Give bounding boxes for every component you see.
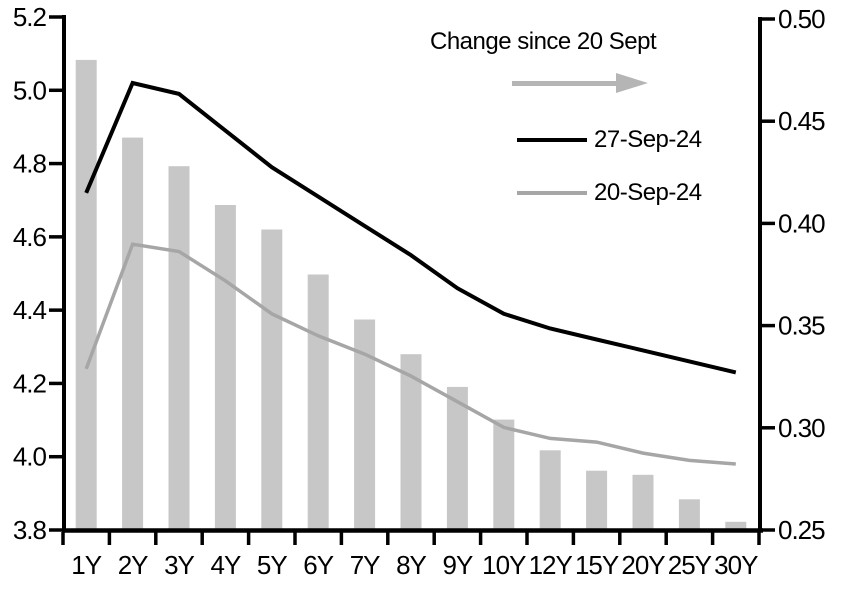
bar-6Y <box>307 274 329 530</box>
bar-30Y <box>725 521 747 530</box>
left-axis-label: 4.4 <box>13 295 47 325</box>
left-axis-label: 5.0 <box>13 75 47 105</box>
x-axis-label-2Y: 2Y <box>118 550 148 580</box>
x-axis-label-10Y: 10Y <box>482 550 526 580</box>
x-axis-label-5Y: 5Y <box>257 550 287 580</box>
right-axis-label: 0.35 <box>778 311 825 341</box>
bar-4Y <box>214 205 236 530</box>
bar-15Y <box>586 470 608 530</box>
left-axis-label: 3.8 <box>13 515 47 545</box>
right-axis-label: 0.45 <box>778 106 825 136</box>
left-axis-label: 5.2 <box>13 2 47 32</box>
x-axis-label-12Y: 12Y <box>529 550 573 580</box>
x-axis-label-6Y: 6Y <box>303 550 333 580</box>
bar-5Y <box>261 229 283 530</box>
left-axis-label: 4.0 <box>13 442 47 472</box>
x-axis-label-8Y: 8Y <box>396 550 426 580</box>
x-axis-label-25Y: 25Y <box>668 550 712 580</box>
right-axis-label: 0.40 <box>778 208 825 238</box>
bar-7Y <box>354 319 376 530</box>
line-20-Sep-24 <box>84 242 736 466</box>
left-axis-label: 4.6 <box>13 222 47 252</box>
right-axis-label: 0.50 <box>778 4 825 34</box>
right-axis-label: 0.30 <box>778 413 825 443</box>
left-axis-label: 4.2 <box>13 368 47 398</box>
x-axis-label-7Y: 7Y <box>350 550 380 580</box>
x-axis-label-15Y: 15Y <box>575 550 619 580</box>
line-27-Sep-24 <box>84 80 737 375</box>
x-axis-label-1Y: 1Y <box>71 550 101 580</box>
x-axis-label-9Y: 9Y <box>442 550 472 580</box>
right-axis-label: 0.25 <box>778 515 825 545</box>
bar-10Y <box>493 419 515 530</box>
x-axis-label-30Y: 30Y <box>714 550 758 580</box>
left-axis-label: 4.8 <box>13 149 47 179</box>
bar-9Y <box>446 386 468 530</box>
bar-8Y <box>400 354 422 530</box>
bar-25Y <box>678 499 700 530</box>
bar-1Y <box>75 59 97 531</box>
x-axis-label-4Y: 4Y <box>210 550 240 580</box>
bar-20Y <box>632 474 654 530</box>
bar-2Y <box>122 137 144 530</box>
bar-12Y <box>539 450 561 530</box>
bar-3Y <box>168 166 190 530</box>
x-axis-label-20Y: 20Y <box>621 550 665 580</box>
x-axis-label-3Y: 3Y <box>164 550 194 580</box>
